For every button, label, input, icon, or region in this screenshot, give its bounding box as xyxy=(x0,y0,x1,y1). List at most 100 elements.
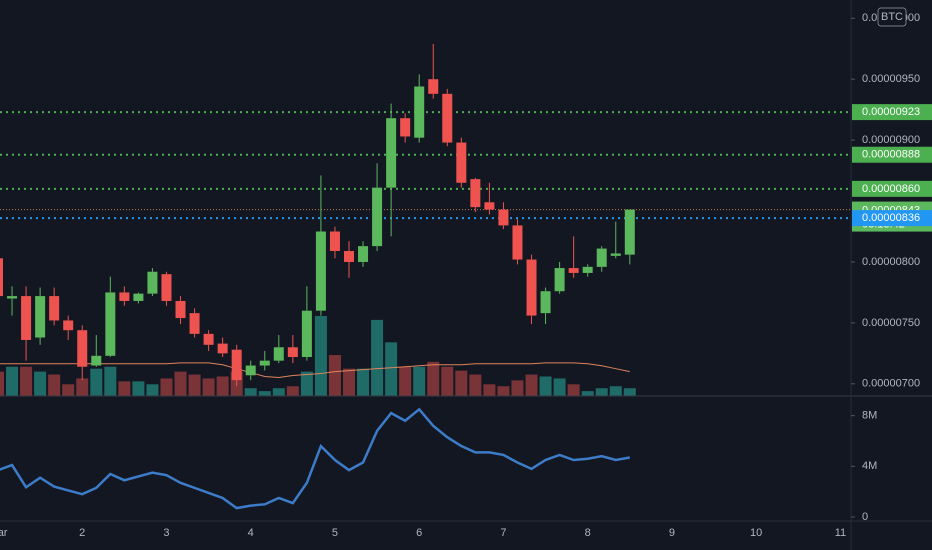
volume-bar xyxy=(385,342,398,396)
volume-bar xyxy=(455,370,468,396)
volume-bar xyxy=(20,366,33,396)
candle-body xyxy=(133,293,144,301)
y-tick-label: 0.00000800 xyxy=(862,256,920,268)
candle-body xyxy=(77,330,88,367)
price-line-label: 0.00000860 xyxy=(862,183,920,195)
candle-body xyxy=(175,300,186,319)
volume-bar xyxy=(48,374,61,396)
x-tick-label: 2 xyxy=(79,527,85,539)
volume-bar xyxy=(371,319,384,396)
candle-body xyxy=(119,292,130,301)
volume-bar xyxy=(132,381,145,396)
y-tick-label: 0.00000700 xyxy=(862,378,920,390)
candle-body xyxy=(596,248,607,267)
candle-body xyxy=(315,231,326,311)
volume-bar xyxy=(567,384,580,396)
volume-bar xyxy=(427,361,440,396)
indicator-tick-label: 8M xyxy=(862,410,877,422)
candle-body xyxy=(7,296,18,299)
volume-bar xyxy=(272,388,285,396)
candle-body xyxy=(624,209,635,255)
volume-bar xyxy=(357,368,370,396)
candle-body xyxy=(161,274,172,301)
candle-body xyxy=(526,259,537,316)
y-tick-label: 0.00000750 xyxy=(862,317,920,329)
candle-body xyxy=(512,225,523,260)
volume-bar xyxy=(0,371,4,396)
candle-body xyxy=(329,231,340,252)
candle-body xyxy=(498,209,509,226)
volume-bar xyxy=(314,316,327,396)
volume-bar xyxy=(525,374,538,396)
candle-body xyxy=(484,202,495,210)
candle-body xyxy=(301,310,312,358)
y-tick-label: 0.00000900 xyxy=(862,134,920,146)
volume-bar xyxy=(539,376,552,396)
volume-bar xyxy=(343,368,355,396)
candle-body xyxy=(456,142,467,183)
candle-body xyxy=(245,365,256,376)
volume-bar xyxy=(441,366,454,396)
candle-body xyxy=(344,251,354,262)
x-tick-label: 7 xyxy=(500,527,506,539)
candle-body xyxy=(358,246,369,262)
volume-bar xyxy=(483,384,496,396)
price-line-label: 0.00000888 xyxy=(862,149,920,161)
volume-bar xyxy=(118,381,131,396)
indicator-tick-label: 4M xyxy=(862,460,877,472)
volume-bar xyxy=(104,366,117,396)
volume-bar xyxy=(623,388,636,396)
candle-body xyxy=(203,333,214,345)
x-tick-label: 10 xyxy=(750,527,762,539)
x-tick-label: 9 xyxy=(669,527,675,539)
volume-bar xyxy=(497,386,510,396)
volume-bar xyxy=(202,378,215,396)
price-line-label: 0.00000923 xyxy=(862,106,920,118)
volume-bar xyxy=(258,391,271,396)
candle-body xyxy=(414,86,425,138)
candle-body xyxy=(273,347,284,361)
volume-bar xyxy=(300,371,313,396)
plot-area: Mar 2 3 4 5 6 7 8 9 10 11 xyxy=(0,43,851,539)
volume-bar xyxy=(286,386,299,396)
volume-bar xyxy=(216,376,229,396)
candle-body xyxy=(231,349,242,381)
volume-bar xyxy=(511,380,524,396)
volume-bar xyxy=(174,371,187,396)
x-tick-label: 11 xyxy=(835,527,846,539)
candle-body xyxy=(386,118,397,188)
x-tick-label: 3 xyxy=(163,527,169,539)
indicator-tick-label: 0 xyxy=(862,511,868,523)
price-line-label-bg xyxy=(852,104,932,121)
volume-bar xyxy=(146,384,159,396)
candle-body xyxy=(582,266,593,273)
x-tick-label: Mar xyxy=(0,527,8,539)
candle-body xyxy=(428,79,439,94)
price-axis: 0 4M 8M 0.00000700 0.00000750 0.00000800 0.000… xyxy=(851,7,932,523)
candle-body xyxy=(35,296,46,338)
candle-body xyxy=(610,253,621,256)
volume-bar xyxy=(469,374,482,396)
candle-body xyxy=(442,93,453,143)
candle-body xyxy=(21,296,32,340)
candle-body xyxy=(400,118,411,137)
volume-bar xyxy=(34,371,47,396)
currency-badge-bg xyxy=(877,7,907,27)
candle-body xyxy=(147,271,158,294)
volume-bar xyxy=(90,368,103,396)
candle-body xyxy=(63,320,74,331)
volume-bar xyxy=(328,355,341,396)
candle-body xyxy=(568,268,579,273)
candle-body xyxy=(49,296,60,321)
volume-ma-line xyxy=(0,362,630,378)
candle-body xyxy=(372,187,383,247)
volume-bar xyxy=(553,378,566,396)
volume-bar xyxy=(595,388,608,396)
candle-body xyxy=(0,258,3,297)
candle-body xyxy=(259,360,270,366)
volume-bar xyxy=(581,391,594,396)
candle-body xyxy=(554,268,565,292)
volume-bar xyxy=(76,378,89,396)
volume-bar xyxy=(6,366,19,396)
candle-body xyxy=(105,292,116,356)
